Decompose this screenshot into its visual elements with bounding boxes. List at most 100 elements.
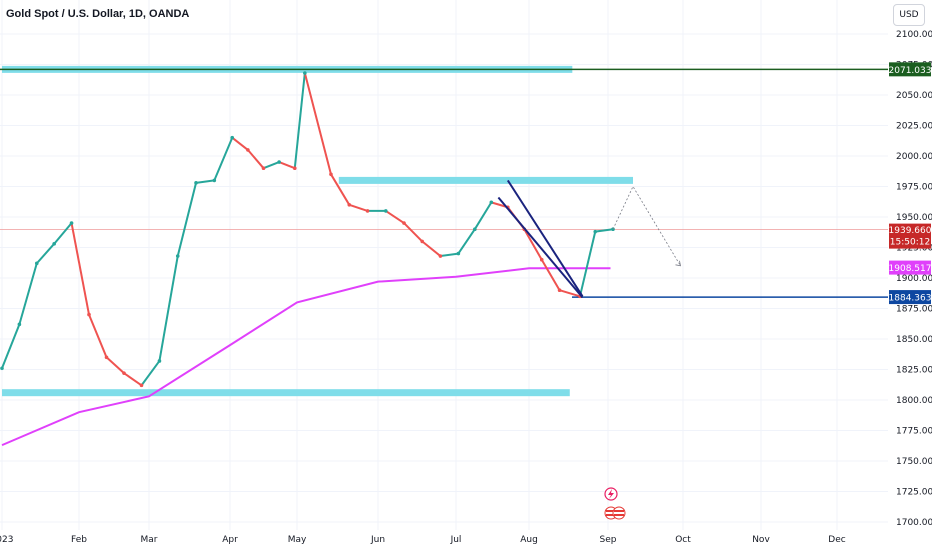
price-point — [175, 254, 180, 258]
y-tick-label: 2025.000 — [896, 122, 932, 132]
price-point — [402, 221, 406, 225]
projection-path[interactable] — [612, 185, 681, 267]
price-segment — [540, 259, 561, 291]
price-level-tag — [889, 290, 931, 305]
price-point — [34, 261, 39, 266]
price-point — [87, 312, 91, 317]
x-tick-label: Apr — [222, 535, 238, 545]
horizontal-line-layer — [0, 68, 888, 298]
channel-line[interactable] — [506, 179, 584, 297]
price-segment — [213, 137, 234, 181]
us-flag-event-icon[interactable] — [612, 506, 626, 520]
grid-layer — [0, 0, 888, 530]
zone-layer — [2, 65, 633, 397]
price-segment — [88, 314, 108, 358]
countdown-label: 15:50:12 — [890, 238, 930, 248]
price-segment — [348, 203, 368, 212]
price-layer — [0, 71, 615, 388]
price-point — [347, 203, 352, 207]
supply-demand-zone[interactable] — [338, 176, 633, 184]
x-tick-label: Mar — [141, 535, 158, 545]
price-segment — [140, 360, 161, 386]
flag-stripes — [606, 510, 616, 512]
flag-stripes — [606, 514, 616, 516]
price-point — [456, 251, 461, 256]
current-price-tag — [889, 223, 931, 249]
price-point — [557, 288, 562, 293]
y-axis[interactable]: 2100.0002075.0002050.0002025.0002000.000… — [896, 30, 932, 528]
price-point — [122, 371, 126, 375]
x-tick-label: Nov — [752, 535, 770, 545]
price-segment — [595, 228, 614, 233]
y-tick-label: 1950.000 — [896, 213, 932, 223]
x-tick-label: Aug — [520, 535, 538, 545]
x-axis[interactable]: 2023 Feb Mar Apr May Jun Jul Aug Sep Oct Nov Dec — [0, 535, 846, 545]
price-point — [157, 359, 162, 363]
channel-line[interactable] — [497, 196, 584, 299]
price-point — [139, 383, 144, 388]
currency-button[interactable]: USD — [893, 4, 925, 26]
ma-value-label: 1908.517 — [889, 264, 932, 274]
x-tick-label: May — [288, 535, 307, 545]
price-point — [489, 200, 494, 205]
price-point — [52, 242, 56, 246]
y-tick-label: 1875.000 — [896, 305, 932, 315]
lightning-glyph — [608, 489, 614, 499]
price-point — [303, 71, 307, 75]
x-tick-label: Jul — [450, 535, 462, 545]
projection-layer — [612, 185, 682, 267]
price-segment — [303, 72, 332, 175]
price-segment — [36, 243, 55, 265]
x-tick-label: Dec — [828, 535, 845, 545]
y-tick-label: 1750.000 — [896, 457, 932, 467]
price-segment — [440, 252, 459, 258]
price-point — [246, 148, 250, 152]
x-tick-label: Sep — [600, 535, 617, 545]
y-tick-label: 1725.000 — [896, 488, 932, 498]
price-segment — [70, 222, 90, 315]
price-point — [329, 172, 333, 177]
price-segment — [403, 222, 423, 243]
y-tick-label: 1700.000 — [896, 518, 932, 528]
price-segment — [330, 173, 351, 206]
y-tick-label: 1850.000 — [896, 335, 932, 345]
ma-value-tag — [889, 260, 931, 275]
price-segment — [1, 323, 21, 369]
price-point — [277, 160, 281, 164]
y-tick-label: 2000.000 — [896, 152, 932, 162]
flag-stripes — [614, 514, 624, 516]
price-point — [292, 166, 297, 170]
x-tick-label: Oct — [675, 535, 691, 545]
price-point — [539, 257, 544, 262]
price-segment — [247, 149, 265, 169]
price-level-label: 2071.033 — [889, 66, 932, 76]
x-tick-label: Feb — [71, 535, 87, 545]
price-point — [0, 366, 4, 371]
price-segment — [105, 356, 125, 374]
price-level-label: 1884.363 — [889, 294, 932, 304]
y-tick-label: 1900.000 — [896, 274, 932, 284]
price-segment — [523, 228, 543, 261]
price-segment — [195, 179, 215, 184]
price-segment — [18, 263, 38, 325]
price-point — [69, 221, 74, 225]
y-tick-label: 1975.000 — [896, 183, 932, 193]
price-segment — [578, 231, 597, 297]
price-segment — [559, 289, 581, 298]
price-segment — [457, 228, 476, 255]
price-point — [212, 178, 217, 183]
moving-average-line[interactable] — [1, 267, 611, 447]
price-segment — [385, 210, 405, 224]
price-point — [420, 239, 425, 244]
y-tick-label: 1800.000 — [896, 396, 932, 406]
supply-demand-zone[interactable] — [2, 389, 570, 397]
event-markers[interactable] — [604, 487, 626, 520]
price-segment — [123, 372, 143, 387]
price-point — [261, 166, 266, 170]
chart-title: Gold Spot / U.S. Dollar, 1D, OANDA — [6, 8, 190, 20]
price-segment — [473, 201, 493, 230]
price-point — [104, 355, 109, 360]
price-point — [17, 322, 22, 327]
y-tick-label: 1825.000 — [896, 366, 932, 376]
